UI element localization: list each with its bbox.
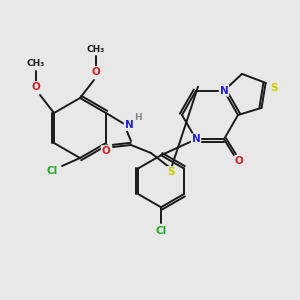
Text: S: S xyxy=(167,167,175,177)
Text: Cl: Cl xyxy=(155,226,167,236)
Text: N: N xyxy=(192,134,200,144)
Text: CH₃: CH₃ xyxy=(87,44,105,53)
Text: O: O xyxy=(235,156,243,166)
Text: N: N xyxy=(220,86,228,96)
Text: Cl: Cl xyxy=(46,166,58,176)
Text: CH₃: CH₃ xyxy=(27,59,45,68)
Text: S: S xyxy=(270,83,278,93)
Text: O: O xyxy=(92,67,100,77)
Text: H: H xyxy=(134,112,142,122)
Text: N: N xyxy=(124,120,134,130)
Text: O: O xyxy=(102,146,110,156)
Text: O: O xyxy=(32,82,40,92)
